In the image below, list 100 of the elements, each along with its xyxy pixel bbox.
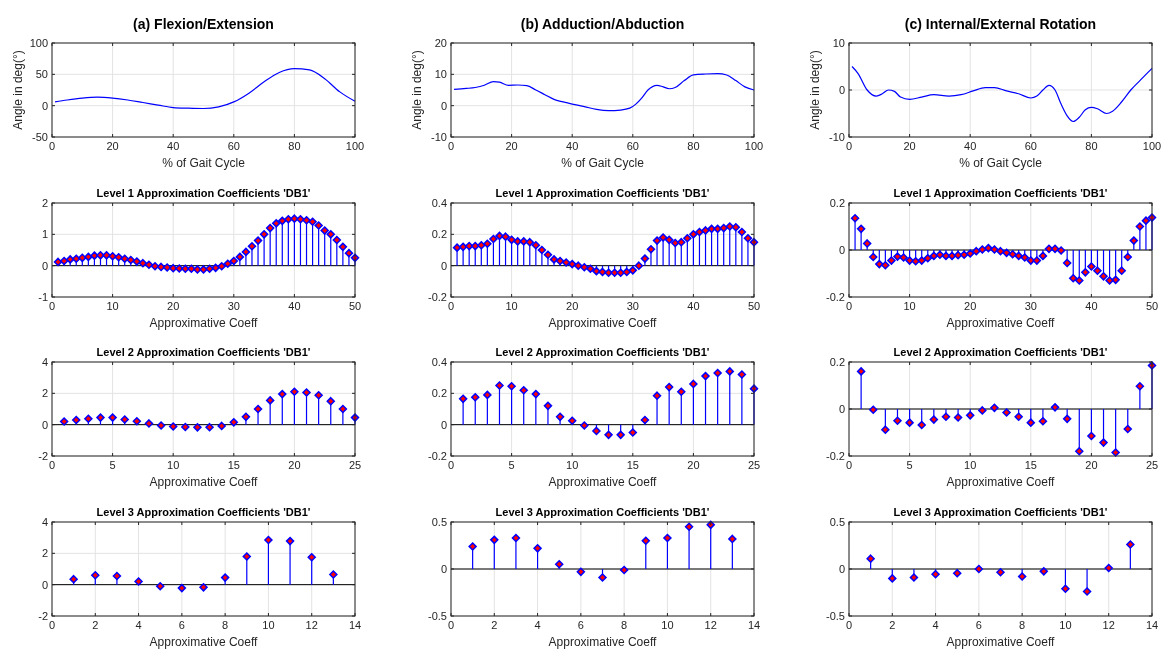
y-tick-label: 0: [838, 243, 845, 256]
x-tick-label: 50: [348, 300, 362, 312]
y-tick-label: -0.2: [428, 290, 447, 303]
x-tick-label: 40: [687, 300, 700, 312]
y-tick-label: 4: [41, 515, 48, 528]
x-tick-label: 25: [348, 459, 362, 471]
chart-title: (c) Internal/External Rotation: [904, 16, 1097, 32]
y-tick-label: 0.4: [431, 196, 447, 209]
chart-title: Level 3 Approximation Coefficients 'DB1': [893, 506, 1108, 518]
y-tick-label: 0: [440, 259, 447, 272]
x-axis-title: Approximative Coeff: [946, 635, 1056, 649]
x-tick-label: 40: [566, 140, 579, 152]
x-tick-label: 10: [106, 300, 119, 312]
x-tick-label: 8: [621, 619, 628, 631]
x-tick-label: 40: [964, 140, 977, 152]
chart-title: Level 3 Approximation Coefficients 'DB1': [495, 506, 710, 518]
x-tick-label: 80: [1085, 140, 1098, 152]
y-tick-label: -2: [38, 609, 48, 622]
y-tick-label: -2: [38, 449, 48, 462]
x-tick-label: 12: [1102, 619, 1115, 631]
x-tick-label: 60: [1024, 140, 1037, 152]
x-tick-label: 100: [345, 140, 365, 152]
x-tick-label: 5: [906, 459, 913, 471]
x-axis-title: Approximative Coeff: [548, 635, 658, 649]
y-tick-label: 0.2: [829, 196, 845, 209]
x-tick-label: 6: [577, 619, 584, 631]
x-tick-label: 20: [1085, 459, 1098, 471]
y-tick-label: 0: [41, 259, 48, 272]
chart-title: Level 1 Approximation Coefficients 'DB1': [96, 187, 311, 199]
x-tick-label: 5: [109, 459, 116, 471]
y-tick-label: -50: [32, 130, 48, 143]
x-tick-label: 10: [167, 459, 180, 471]
x-tick-label: 40: [167, 140, 180, 152]
y-tick-label: 100: [29, 36, 48, 49]
x-tick-label: 100: [744, 140, 764, 152]
x-tick-label: 2: [889, 619, 896, 631]
x-tick-label: 80: [288, 140, 301, 152]
y-tick-label: -0.2: [826, 290, 845, 303]
y-tick-label: 0.4: [431, 355, 447, 368]
chart-title: Level 3 Approximation Coefficients 'DB1': [96, 506, 311, 518]
y-tick-label: -0.5: [826, 609, 845, 622]
x-axis-title: % of Gait Cycle: [561, 156, 645, 170]
y-tick-label: 0: [440, 99, 447, 112]
x-tick-label: 15: [1024, 459, 1037, 471]
x-tick-label: 4: [135, 619, 142, 631]
x-axis-title: Approximative Coeff: [149, 635, 259, 649]
y-axis-title: Angle in deg(°): [808, 50, 822, 130]
y-tick-label: 0.2: [431, 387, 447, 400]
y-tick-label: 0: [838, 83, 845, 96]
x-tick-label: 10: [661, 619, 674, 631]
x-tick-label: 20: [106, 140, 119, 152]
x-tick-label: 10: [505, 300, 518, 312]
x-tick-label: 25: [747, 459, 761, 471]
x-tick-label: 5: [508, 459, 515, 471]
x-tick-label: 20: [903, 140, 916, 152]
chart-title: Level 2 Approximation Coefficients 'DB1': [495, 346, 710, 358]
x-tick-label: 60: [626, 140, 639, 152]
y-tick-label: 0: [838, 562, 845, 575]
y-tick-label: 2: [41, 387, 48, 400]
x-tick-label: 10: [262, 619, 275, 631]
x-axis-title: Approximative Coeff: [946, 475, 1056, 489]
x-tick-label: 12: [704, 619, 717, 631]
y-tick-label: 10: [434, 68, 447, 81]
y-tick-label: 0.5: [829, 515, 845, 528]
y-tick-label: 20: [434, 36, 447, 49]
chart-title: Level 2 Approximation Coefficients 'DB1': [893, 346, 1108, 358]
x-axis-title: Approximative Coeff: [946, 316, 1056, 330]
y-tick-label: 0.2: [431, 228, 447, 241]
x-tick-label: 15: [227, 459, 240, 471]
x-tick-label: 30: [227, 300, 240, 312]
x-axis-title: Approximative Coeff: [548, 475, 658, 489]
y-tick-label: -10: [431, 130, 447, 143]
y-tick-label: 1: [41, 228, 48, 241]
x-tick-label: 2: [491, 619, 498, 631]
x-tick-label: 10: [1059, 619, 1072, 631]
x-axis-title: Approximative Coeff: [149, 316, 259, 330]
y-tick-label: 50: [35, 68, 48, 81]
y-tick-label: -0.5: [428, 609, 447, 622]
y-tick-label: 0: [838, 402, 845, 415]
x-tick-label: 20: [505, 140, 518, 152]
y-tick-label: 0: [440, 562, 447, 575]
chart-title: Level 1 Approximation Coefficients 'DB1': [495, 187, 710, 199]
x-tick-label: 2: [92, 619, 99, 631]
x-tick-label: 50: [747, 300, 761, 312]
y-tick-label: 0.2: [829, 355, 845, 368]
x-tick-label: 14: [1145, 619, 1159, 631]
y-tick-label: 10: [832, 36, 845, 49]
y-tick-label: 0: [440, 418, 447, 431]
x-axis-title: % of Gait Cycle: [162, 156, 246, 170]
x-tick-label: 20: [687, 459, 700, 471]
y-tick-label: 0: [41, 578, 48, 591]
x-tick-label: 10: [566, 459, 579, 471]
x-tick-label: 12: [305, 619, 318, 631]
y-tick-label: -1: [38, 290, 48, 303]
x-tick-label: 30: [626, 300, 639, 312]
y-tick-label: -10: [829, 130, 845, 143]
x-tick-label: 6: [975, 619, 982, 631]
chart-title: (a) Flexion/Extension: [133, 16, 274, 32]
x-tick-label: 20: [964, 300, 977, 312]
x-tick-label: 15: [626, 459, 639, 471]
